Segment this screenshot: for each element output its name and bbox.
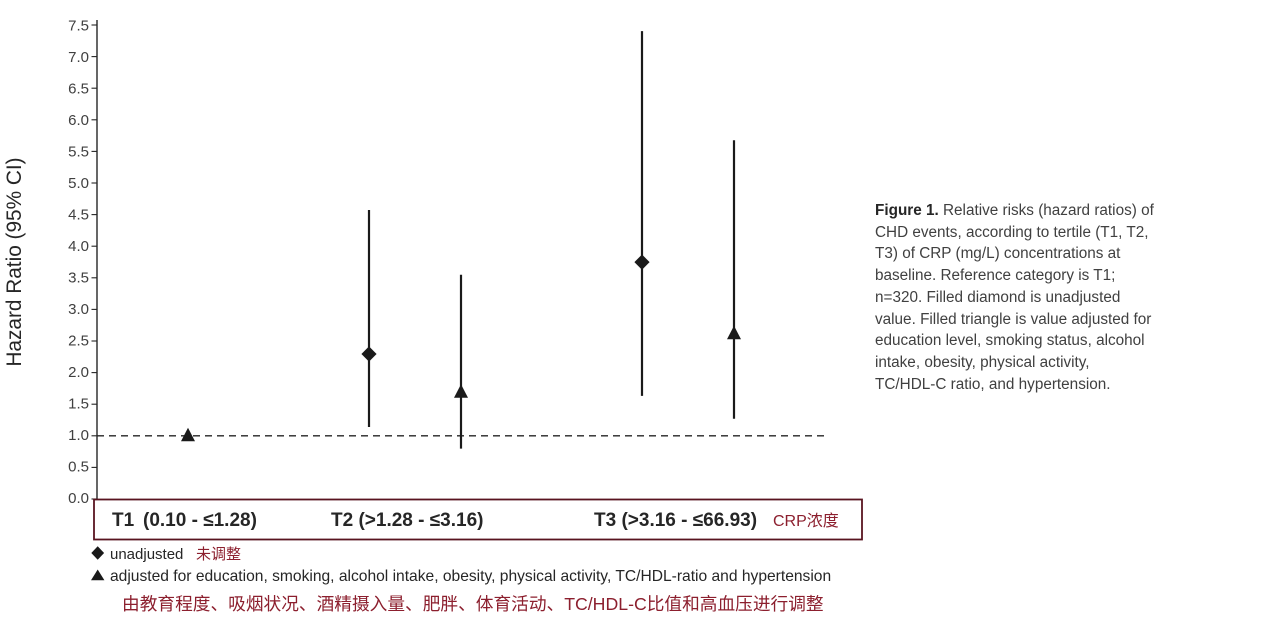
svg-text:unadjusted: unadjusted	[110, 546, 183, 563]
svg-text:T1: T1	[112, 510, 135, 531]
svg-text:(0.10 - ≤1.28): (0.10 - ≤1.28)	[143, 510, 257, 531]
svg-text:6.0: 6.0	[68, 112, 89, 129]
svg-text:7.5: 7.5	[68, 18, 89, 35]
svg-text:由教育程度、吸烟状况、酒精摄入量、肥胖、体育活动、TC/HD: 由教育程度、吸烟状况、酒精摄入量、肥胖、体育活动、TC/HDL-C比值和高血压进…	[122, 594, 824, 614]
svg-text:未调整: 未调整	[196, 546, 241, 563]
svg-text:2.0: 2.0	[68, 364, 89, 381]
svg-text:Hazard Ratio (95% CI): Hazard Ratio (95% CI)	[3, 157, 26, 366]
svg-text:3.0: 3.0	[68, 301, 89, 318]
svg-text:5.5: 5.5	[68, 144, 89, 161]
svg-text:3.5: 3.5	[68, 270, 89, 287]
svg-text:7.0: 7.0	[68, 49, 89, 66]
svg-text:T2 (>1.28 - ≤3.16): T2 (>1.28 - ≤3.16)	[331, 510, 483, 531]
svg-text:T3 (>3.16 - ≤66.93): T3 (>3.16 - ≤66.93)	[594, 510, 757, 531]
svg-text:1.0: 1.0	[68, 427, 89, 444]
svg-text:0.0: 0.0	[68, 490, 89, 507]
svg-text:adjusted for education, smokin: adjusted for education, smoking, alcohol…	[110, 568, 831, 585]
svg-text:0.5: 0.5	[68, 459, 89, 476]
svg-text:4.0: 4.0	[68, 238, 89, 255]
svg-text:6.5: 6.5	[68, 81, 89, 98]
svg-text:1.5: 1.5	[68, 396, 89, 413]
svg-text:5.0: 5.0	[68, 175, 89, 192]
svg-text:2.5: 2.5	[68, 333, 89, 350]
svg-text:CRP浓度: CRP浓度	[773, 512, 839, 530]
svg-text:4.5: 4.5	[68, 207, 89, 224]
